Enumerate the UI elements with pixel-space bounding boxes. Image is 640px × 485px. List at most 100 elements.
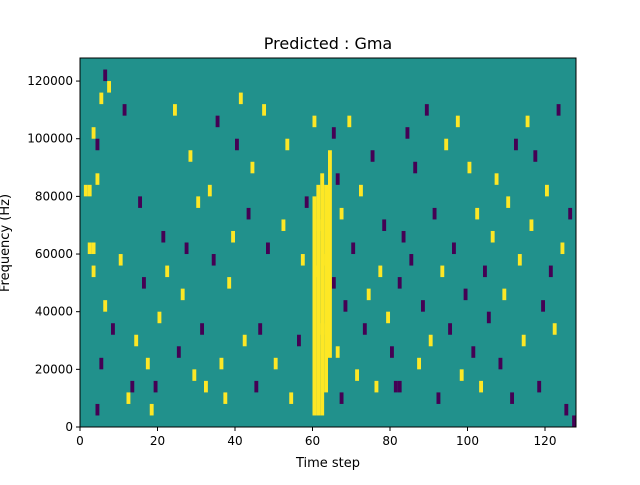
heatmap-cell <box>196 196 201 208</box>
heatmap-cell <box>289 392 294 404</box>
plot-frame <box>79 57 577 428</box>
heatmap-cell <box>401 230 406 243</box>
heatmap-cell <box>258 323 263 335</box>
heatmap-cell <box>479 380 484 393</box>
heatmap-ridge-cell <box>316 184 321 416</box>
heatmap-cell <box>463 288 468 301</box>
heatmap-cell <box>459 369 464 381</box>
heatmap-cell <box>103 69 108 82</box>
heatmap-cell <box>142 277 146 289</box>
plot-area <box>79 57 577 428</box>
x-tick-label: 20 <box>150 434 165 448</box>
y-tick-label: 60000 <box>35 247 73 261</box>
heatmap-cell <box>219 357 224 370</box>
heatmap-cell <box>475 207 480 220</box>
heatmap-cell <box>188 150 193 162</box>
heatmap-cell <box>370 150 375 162</box>
heatmap-cell <box>390 346 394 358</box>
heatmap-cell <box>200 323 205 335</box>
heatmap-cell <box>552 323 557 335</box>
heatmap-cell <box>351 242 356 255</box>
heatmap-cell <box>266 242 270 255</box>
heatmap-cell <box>176 346 181 358</box>
heatmap-cell <box>374 380 379 393</box>
heatmap-cell <box>409 254 414 266</box>
heatmap-cell <box>378 265 383 278</box>
heatmap-cell <box>467 161 472 174</box>
heatmap-cell <box>238 92 243 105</box>
heatmap-cell <box>242 334 247 347</box>
heatmap-cell <box>572 415 577 427</box>
heatmap-cell <box>161 230 166 243</box>
heatmap-cell <box>335 346 340 358</box>
heatmap-cell <box>300 254 305 266</box>
heatmap-cell <box>227 277 232 289</box>
heatmap-cell <box>138 196 143 208</box>
heatmap-cell <box>506 196 511 208</box>
heatmap-cell <box>525 115 530 128</box>
heatmap-cell <box>382 219 387 231</box>
heatmap-cell <box>312 115 317 128</box>
heatmap-cell <box>118 254 123 266</box>
heatmap-cell <box>87 184 92 197</box>
heatmap-cell <box>541 300 546 312</box>
heatmap-cell <box>262 104 267 116</box>
heatmap-cell <box>483 265 487 278</box>
heatmap-cell <box>207 184 212 197</box>
heatmap-cell <box>250 161 255 174</box>
heatmap-cell <box>254 380 259 393</box>
heatmap-cell <box>204 380 208 393</box>
heatmap-cell <box>359 184 363 197</box>
heatmap-cell <box>235 138 239 151</box>
y-tick-label: 20000 <box>35 362 73 376</box>
y-tick-label: 80000 <box>35 189 73 203</box>
x-axis-ticks: 0 20 40 60 80 100 120 <box>76 427 556 448</box>
heatmap-cell <box>281 219 286 231</box>
heatmap-cell <box>273 357 278 370</box>
x-tick-label: 0 <box>76 434 84 448</box>
heatmap-cell <box>134 334 139 347</box>
heatmap-cell <box>99 357 104 370</box>
heatmap-cell <box>432 207 437 220</box>
heatmap-cell <box>486 311 491 324</box>
heatmap-cell <box>297 334 301 347</box>
heatmap-cell <box>362 323 367 335</box>
heatmap-ridge-cell <box>324 184 329 393</box>
y-tick-label: 100000 <box>27 132 73 146</box>
heatmap-cell <box>560 242 565 255</box>
heatmap-cell <box>417 357 422 370</box>
heatmap-cell <box>452 242 456 255</box>
y-axis-ticks: 0 20000 40000 60000 80000 100000 120000 <box>27 74 80 434</box>
chart-title: Predicted : Gma <box>264 34 392 53</box>
heatmap-cell <box>184 242 189 255</box>
heatmap-cell <box>215 115 220 128</box>
heatmap-cell <box>556 104 561 116</box>
heatmap-cell <box>339 207 344 220</box>
heatmap-cell <box>87 242 92 255</box>
heatmap-cell <box>436 392 441 404</box>
heatmap-cell <box>502 288 507 301</box>
heatmap-cell <box>95 403 100 416</box>
heatmap-cell <box>471 346 476 358</box>
heatmap-cell <box>397 277 402 289</box>
heatmap-cell <box>153 380 158 393</box>
heatmap-cell <box>339 392 344 404</box>
heatmap-cell <box>428 334 433 347</box>
x-tick-label: 80 <box>382 434 397 448</box>
heatmap-cell <box>91 265 96 278</box>
heatmap-cell <box>165 265 170 278</box>
heatmap-cell <box>95 173 100 185</box>
heatmap-cell <box>149 403 154 416</box>
heatmap-cell <box>386 311 391 324</box>
heatmap-cell <box>366 288 371 301</box>
heatmap-cell <box>440 265 445 278</box>
heatmap-cell <box>498 357 503 370</box>
heatmap-cell <box>107 81 112 93</box>
heatmap-cell <box>231 230 236 243</box>
heatmap-cell <box>335 173 340 185</box>
heatmap-cell <box>448 323 453 335</box>
heatmap-cell <box>111 323 115 335</box>
heatmap-cell <box>347 115 352 128</box>
